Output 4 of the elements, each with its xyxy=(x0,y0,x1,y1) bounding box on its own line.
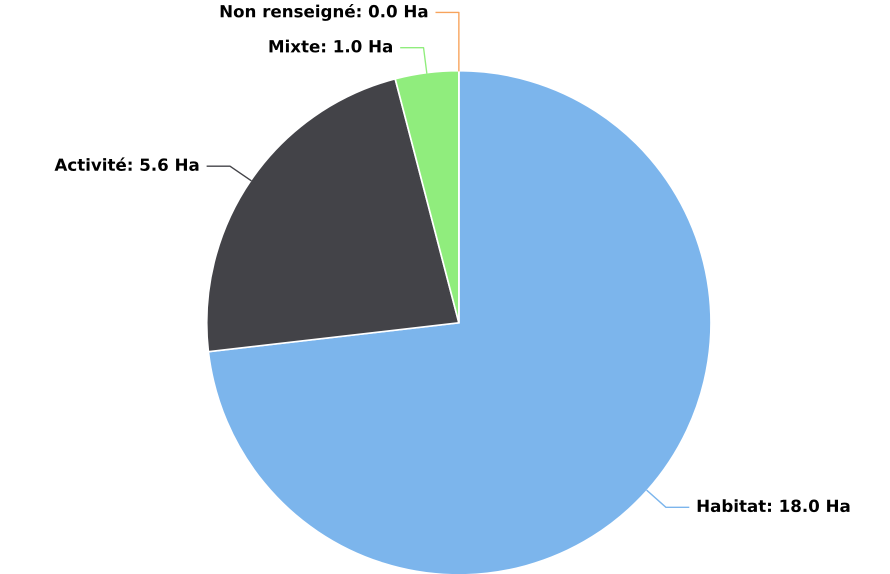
slice-label: Activité: 5.6 Ha xyxy=(54,157,198,171)
slice-label: Mixte: 1.0 Ha xyxy=(270,40,392,53)
slice-label: Habitat: 18.0 Ha xyxy=(698,499,850,512)
category-label: Non renseigné: 0.0 Ha xyxy=(220,4,428,21)
